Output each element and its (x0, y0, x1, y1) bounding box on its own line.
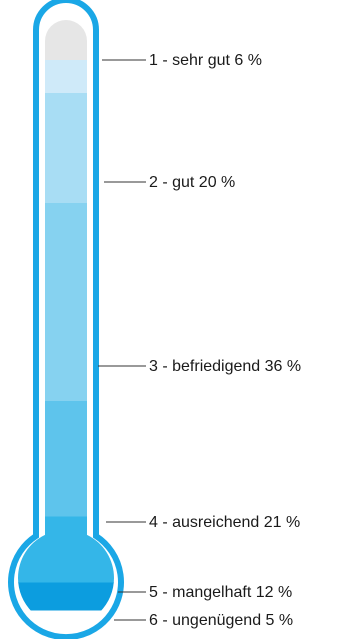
segment-6 (18, 582, 114, 611)
labels: 1 - sehr gut 6 % 2 - gut 20 % 3 - befriedi… (98, 52, 301, 629)
segment-4 (45, 401, 87, 517)
segment-5 (18, 516, 114, 583)
segment-2 (45, 93, 87, 204)
segments (18, 20, 114, 611)
segment-3 (45, 203, 87, 402)
top-cap (45, 20, 87, 60)
label-5: 5 - mangelhaft 12 % (149, 584, 292, 601)
segment-1 (45, 60, 87, 94)
label-4: 4 - ausreichend 21 % (149, 514, 300, 531)
label-1: 1 - sehr gut 6 % (149, 52, 262, 69)
label-2: 2 - gut 20 % (149, 174, 235, 191)
label-6: 6 - ungenügend 5 % (149, 612, 293, 629)
label-3: 3 - befriedigend 36 % (149, 358, 301, 375)
